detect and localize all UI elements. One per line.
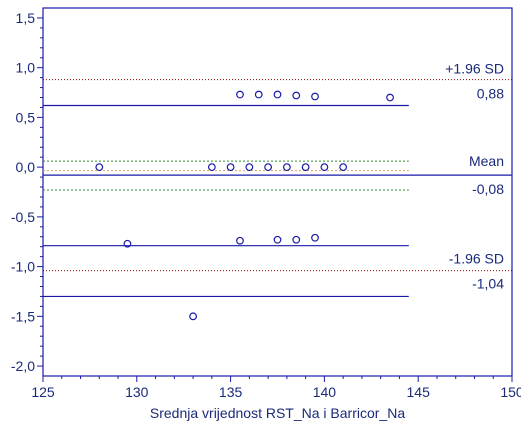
data-point bbox=[245, 163, 254, 172]
data-point bbox=[292, 91, 301, 100]
x-tick-label: 130 bbox=[125, 384, 149, 400]
y-tick-label: -2,0 bbox=[11, 358, 35, 374]
x-tick-label: 125 bbox=[31, 384, 55, 400]
data-point bbox=[320, 163, 329, 172]
y-tick-label: 1,0 bbox=[16, 60, 36, 76]
data-point bbox=[207, 163, 216, 172]
upper-loa-value: 0,88 bbox=[477, 86, 504, 102]
data-point bbox=[273, 90, 282, 99]
data-point bbox=[95, 163, 104, 172]
reference-lines bbox=[43, 79, 512, 272]
lower-loa-label: -1.96 SD bbox=[449, 251, 504, 267]
plot-area bbox=[42, 7, 513, 377]
y-axis: 1,5 1,0 0,5 0,0 -0,5 -1,0 -1,5 -2,0 bbox=[11, 10, 43, 374]
data-point bbox=[236, 90, 244, 99]
data-point bbox=[273, 235, 282, 244]
x-tick-label: 135 bbox=[219, 384, 243, 400]
data-point bbox=[301, 163, 310, 172]
y-tick-label: 0,0 bbox=[16, 159, 36, 175]
data-point bbox=[189, 312, 197, 321]
data-point bbox=[226, 163, 235, 172]
data-point bbox=[339, 163, 348, 172]
mean-label: Mean bbox=[469, 153, 504, 169]
y-tick-label: 0,5 bbox=[16, 109, 36, 125]
data-points bbox=[95, 90, 394, 321]
y-tick-label: -0,5 bbox=[11, 209, 35, 225]
x-axis: 125 130 135 140 145 150 bbox=[31, 376, 521, 400]
mean-value: -0,08 bbox=[472, 181, 504, 197]
data-point bbox=[292, 235, 301, 244]
data-point bbox=[236, 236, 244, 245]
reference-labels: +1.96 SD 0,88 Mean -0,08 -1.96 SD -1,04 bbox=[445, 61, 504, 292]
x-tick-label: 150 bbox=[500, 384, 521, 400]
data-point bbox=[254, 90, 263, 99]
x-axis-title: Srednja vrijednost RST_Na i Barricor_Na bbox=[150, 405, 405, 421]
x-tick-label: 145 bbox=[407, 384, 431, 400]
data-point bbox=[264, 163, 273, 172]
confidence-interval-lines bbox=[43, 104, 409, 298]
plot-frame bbox=[42, 7, 513, 377]
upper-loa-label: +1.96 SD bbox=[445, 61, 504, 77]
data-point bbox=[386, 93, 394, 102]
y-tick-label: -1,5 bbox=[11, 308, 35, 324]
data-point bbox=[311, 233, 319, 242]
y-tick-label: 1,5 bbox=[16, 10, 36, 26]
lower-loa-value: -1,04 bbox=[472, 276, 504, 292]
data-point bbox=[123, 239, 132, 248]
data-point bbox=[311, 92, 319, 101]
data-point bbox=[282, 163, 291, 172]
y-tick-label: -1,0 bbox=[11, 259, 35, 275]
x-tick-label: 140 bbox=[313, 384, 337, 400]
